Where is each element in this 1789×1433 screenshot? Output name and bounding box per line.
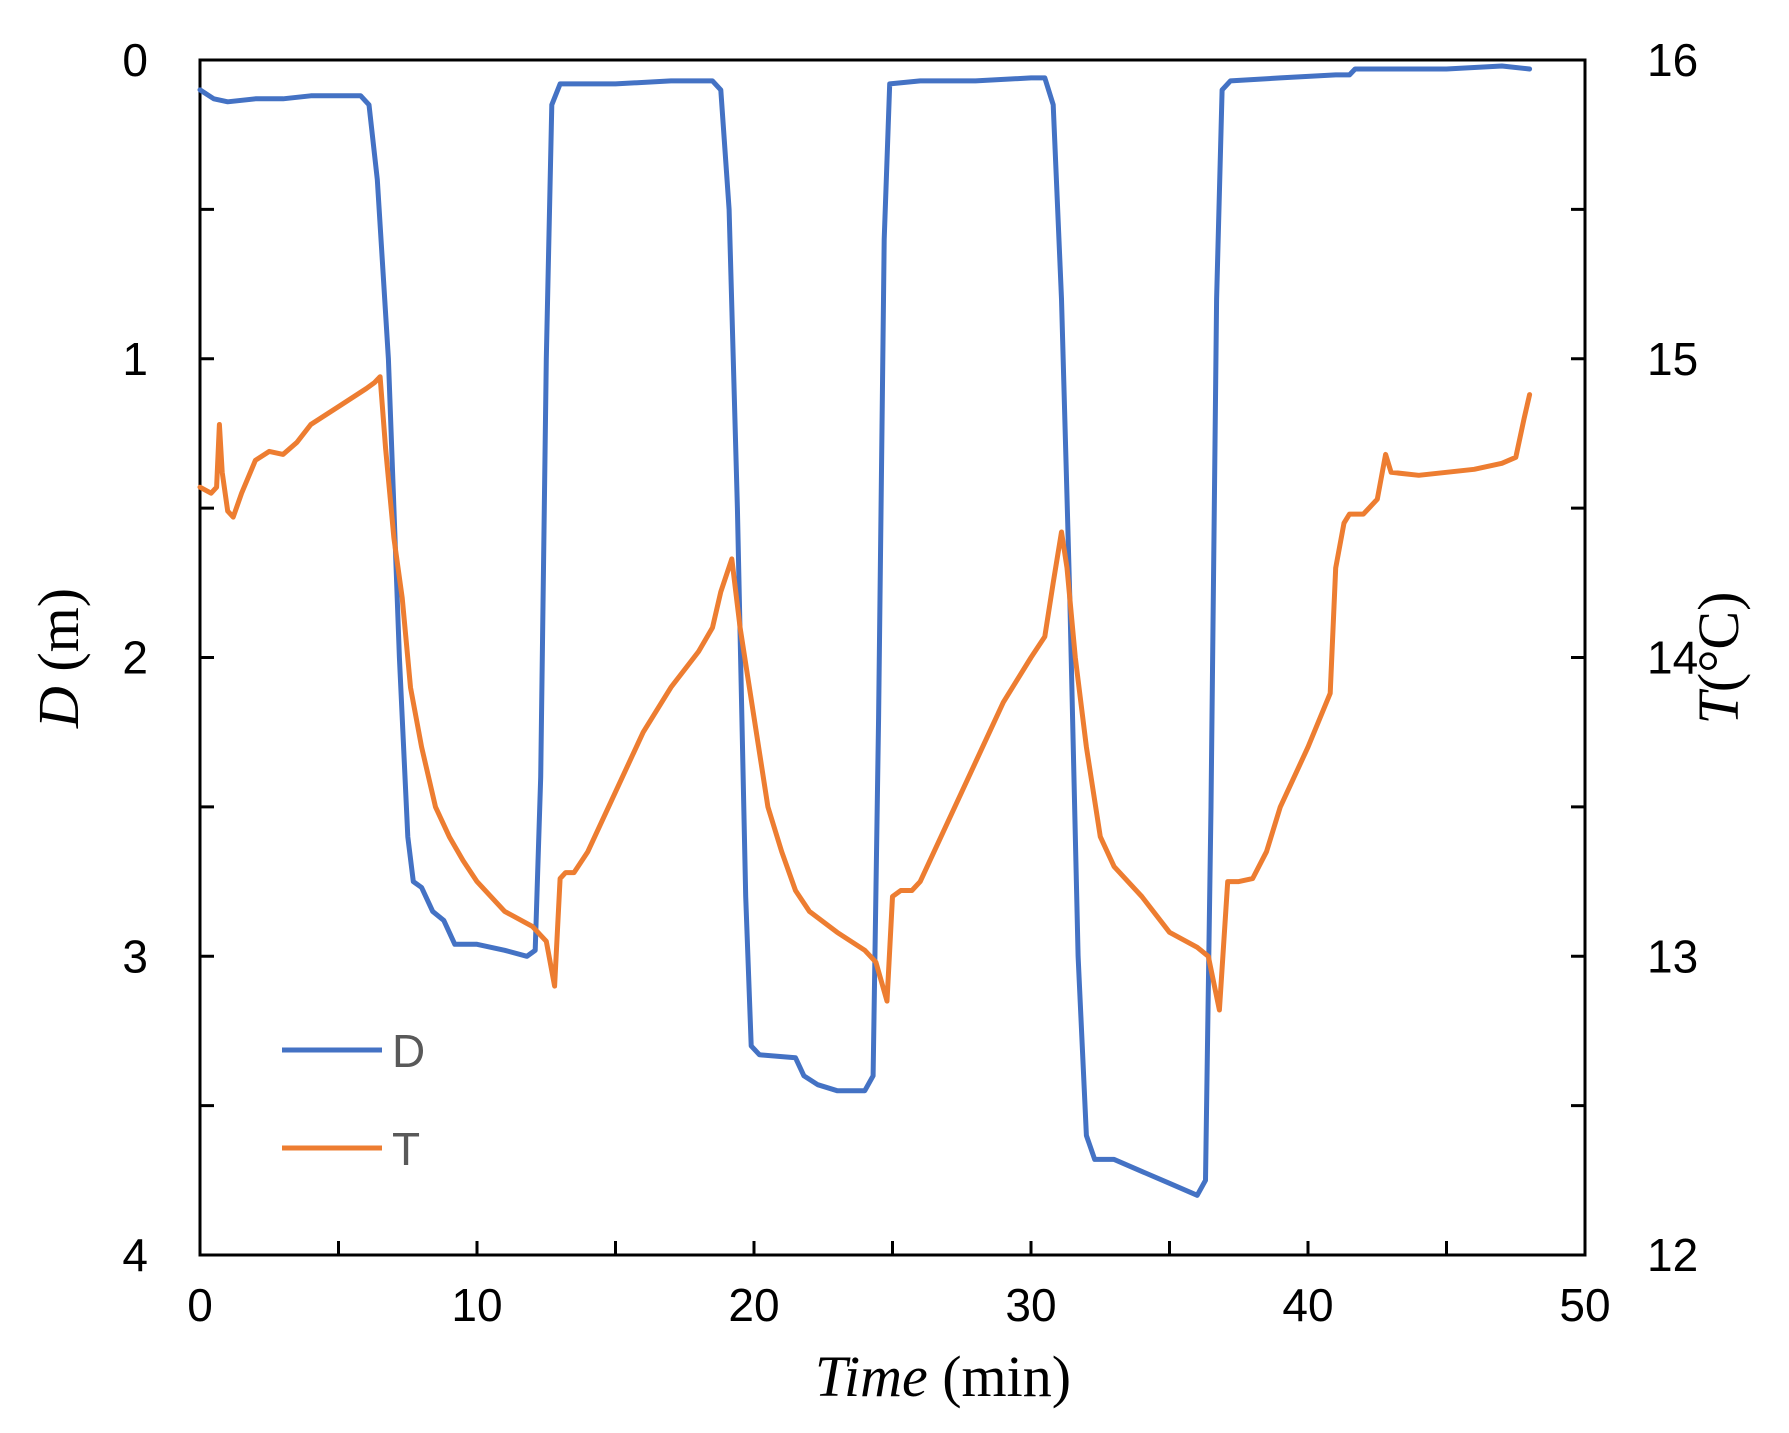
right-y-axis-title: T(°C) [1686,592,1751,725]
series-group [197,63,1533,1198]
left-y-tick-label: 3 [122,930,148,982]
left-y-tick-label: 0 [122,34,148,86]
right-y-tick-label: 13 [1647,930,1698,982]
legend: D T [282,1025,425,1175]
x-tick-label: 50 [1559,1279,1610,1331]
right-y-tick-label: 12 [1647,1229,1698,1281]
right-y-tick-label: 14 [1647,632,1698,684]
legend-label-d: D [392,1025,425,1077]
right-y-tick-label: 16 [1647,34,1698,86]
right-y-tick-label: 15 [1647,333,1698,385]
series-line-t [197,374,1533,1013]
legend-label-t: T [392,1123,420,1175]
left-y-tick-label: 4 [122,1229,148,1281]
x-tick-label: 30 [1005,1279,1056,1331]
x-tick-label: 10 [451,1279,502,1331]
left-y-axis-title: D (m) [26,588,91,729]
series-line-d [197,63,1533,1198]
x-tick-label: 40 [1282,1279,1333,1331]
x-axis-title: Time (min) [815,1344,1071,1409]
x-tick-label: 20 [728,1279,779,1331]
x-tick-label: 0 [187,1279,213,1331]
left-y-tick-label: 2 [122,632,148,684]
left-y-tick-label: 1 [122,333,148,385]
